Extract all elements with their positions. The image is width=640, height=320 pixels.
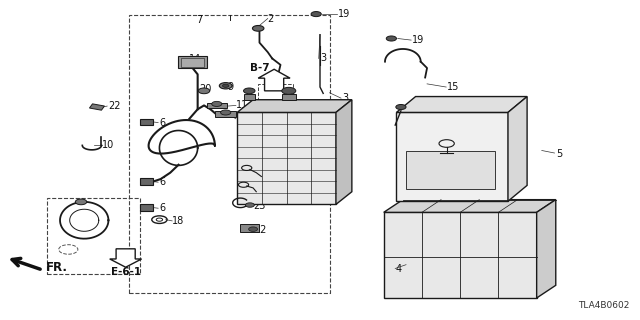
- Bar: [384, 212, 537, 298]
- Circle shape: [248, 227, 257, 231]
- Bar: [129, 15, 330, 293]
- Text: 7: 7: [196, 15, 202, 25]
- Polygon shape: [508, 97, 527, 201]
- Bar: [178, 56, 207, 68]
- Circle shape: [246, 203, 254, 207]
- Polygon shape: [384, 200, 556, 212]
- Polygon shape: [537, 200, 556, 298]
- Text: 5: 5: [556, 149, 562, 159]
- Text: 6: 6: [159, 117, 166, 128]
- Text: 20: 20: [199, 84, 211, 94]
- Text: FR.: FR.: [46, 261, 68, 274]
- Circle shape: [387, 36, 396, 41]
- Bar: [406, 151, 495, 188]
- Bar: [282, 94, 296, 100]
- Text: 19: 19: [412, 35, 425, 45]
- Circle shape: [282, 87, 296, 94]
- Text: 15: 15: [447, 82, 460, 92]
- Text: 3: 3: [320, 53, 326, 63]
- Text: 19: 19: [338, 9, 350, 19]
- Text: 2: 2: [268, 13, 274, 23]
- Text: 6: 6: [159, 177, 166, 187]
- Circle shape: [396, 105, 406, 109]
- Bar: [90, 104, 104, 110]
- Text: TLA4B0602: TLA4B0602: [578, 301, 629, 310]
- Text: 11: 11: [236, 100, 248, 110]
- Bar: [216, 111, 236, 116]
- Polygon shape: [109, 249, 141, 267]
- Bar: [140, 204, 153, 211]
- Circle shape: [244, 88, 255, 94]
- Bar: [140, 178, 153, 185]
- Text: 9: 9: [228, 82, 234, 92]
- Circle shape: [252, 26, 264, 31]
- Circle shape: [223, 84, 229, 87]
- Text: 12: 12: [255, 225, 268, 236]
- Bar: [237, 112, 336, 204]
- Circle shape: [220, 83, 232, 89]
- Circle shape: [198, 88, 210, 94]
- Text: 4: 4: [395, 264, 401, 275]
- Text: 8: 8: [253, 182, 259, 192]
- Bar: [140, 119, 153, 125]
- Text: 13: 13: [236, 114, 248, 124]
- Circle shape: [221, 110, 231, 115]
- Text: 14: 14: [189, 54, 202, 64]
- Text: 3: 3: [342, 93, 348, 103]
- Text: 1: 1: [326, 190, 333, 200]
- Polygon shape: [237, 100, 352, 112]
- Text: E-6-1: E-6-1: [111, 267, 141, 277]
- Circle shape: [76, 199, 87, 205]
- Text: 18: 18: [172, 216, 184, 226]
- Bar: [180, 58, 204, 67]
- Polygon shape: [396, 97, 527, 112]
- Circle shape: [311, 12, 321, 17]
- Text: 17: 17: [415, 123, 428, 133]
- Text: 10: 10: [102, 140, 115, 150]
- Polygon shape: [336, 100, 352, 204]
- Bar: [241, 224, 259, 232]
- Bar: [47, 198, 140, 274]
- Bar: [244, 94, 255, 100]
- Text: 23: 23: [253, 201, 266, 211]
- Text: 16: 16: [415, 104, 428, 114]
- Polygon shape: [258, 69, 290, 91]
- Bar: [207, 103, 227, 108]
- Bar: [258, 84, 293, 109]
- Bar: [396, 112, 508, 201]
- Text: 6: 6: [159, 203, 166, 213]
- Text: B-7: B-7: [250, 63, 269, 73]
- Text: 21: 21: [253, 164, 266, 174]
- Text: 22: 22: [108, 101, 121, 111]
- Circle shape: [212, 101, 222, 107]
